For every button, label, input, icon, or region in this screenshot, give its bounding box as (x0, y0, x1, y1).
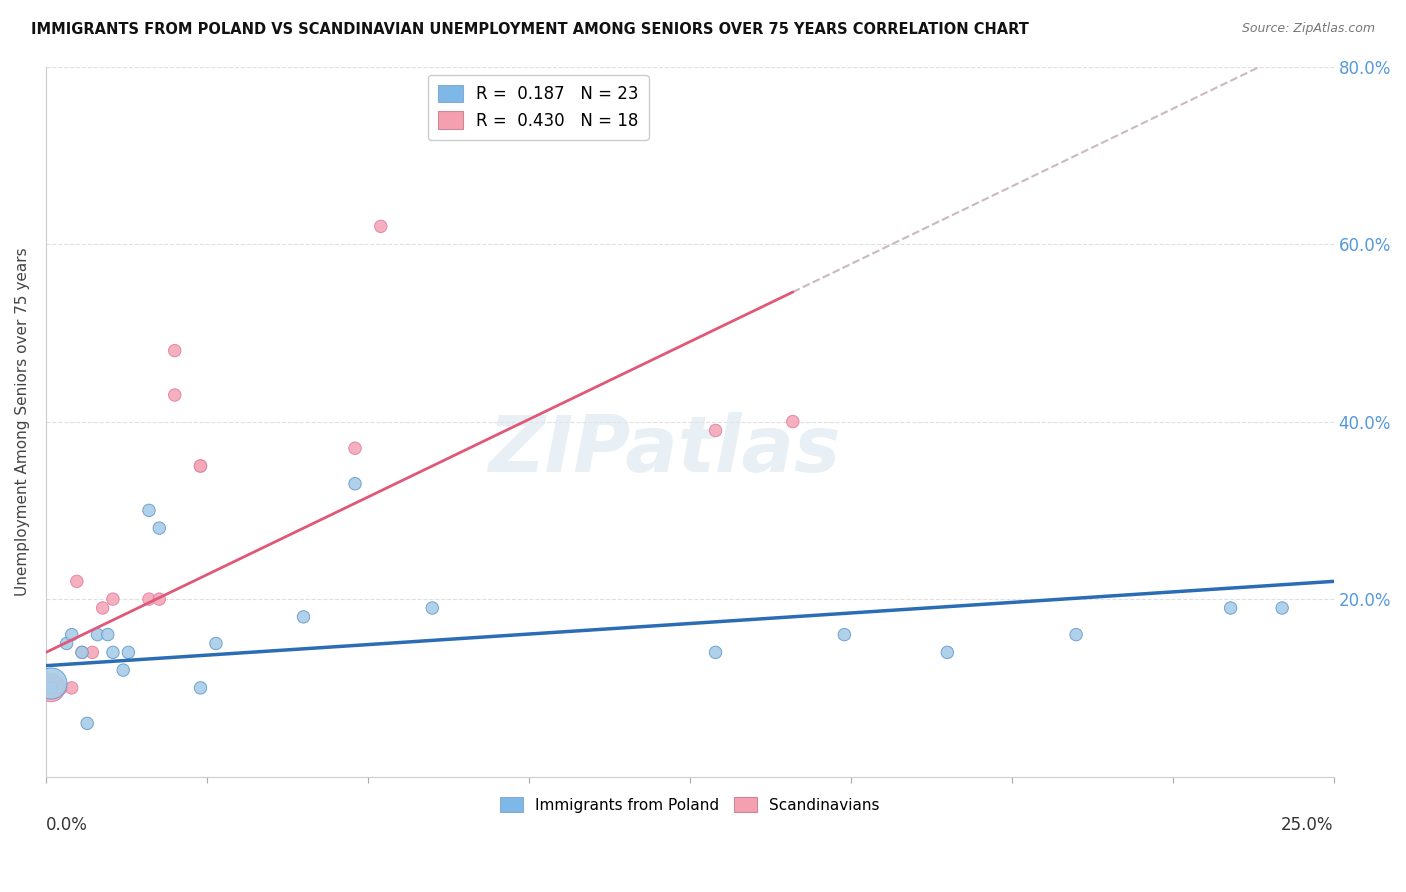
Point (205, 636, 228, 650)
Point (86, 627, 108, 641)
Point (70, 645, 93, 659)
Text: IMMIGRANTS FROM POLAND VS SCANDINAVIAN UNEMPLOYMENT AMONG SENIORS OVER 75 YEARS : IMMIGRANTS FROM POLAND VS SCANDINAVIAN U… (31, 22, 1029, 37)
Point (138, 503, 160, 517)
Point (190, 681, 212, 695)
Point (117, 645, 139, 659)
Point (91, 601, 114, 615)
Point (82, 645, 104, 659)
Point (782, 415, 804, 429)
Point (60, 681, 83, 695)
Point (163, 388, 186, 402)
Point (420, 601, 443, 615)
Point (370, 219, 392, 234)
Point (1064, 627, 1087, 641)
Point (148, 521, 170, 535)
Point (76, 716, 98, 731)
Point (51, 681, 73, 695)
Point (343, 442, 366, 456)
Point (39, 681, 62, 695)
Point (190, 458, 212, 473)
Text: Source: ZipAtlas.com: Source: ZipAtlas.com (1241, 22, 1375, 36)
Point (97, 627, 120, 641)
Point (101, 592, 124, 607)
Point (101, 645, 124, 659)
Point (704, 424, 727, 438)
Text: 25.0%: 25.0% (1281, 815, 1334, 834)
Point (138, 592, 160, 607)
Point (112, 663, 135, 677)
Text: ZIPatlas: ZIPatlas (488, 412, 841, 488)
Point (343, 476, 366, 491)
Point (148, 592, 170, 607)
Point (292, 610, 315, 624)
Point (834, 627, 856, 641)
Point (936, 645, 959, 659)
Point (55, 636, 77, 650)
Point (1271, 601, 1294, 615)
Point (39, 676, 62, 690)
Point (1219, 601, 1241, 615)
Y-axis label: Unemployment Among Seniors over 75 years: Unemployment Among Seniors over 75 years (15, 247, 30, 596)
Legend: Immigrants from Poland, Scandinavians: Immigrants from Poland, Scandinavians (494, 790, 886, 819)
Point (190, 458, 212, 473)
Point (70, 645, 93, 659)
Point (39, 681, 62, 695)
Point (704, 645, 727, 659)
Text: 0.0%: 0.0% (46, 815, 87, 834)
Point (60, 627, 83, 641)
Point (163, 343, 186, 358)
Point (66, 574, 89, 589)
